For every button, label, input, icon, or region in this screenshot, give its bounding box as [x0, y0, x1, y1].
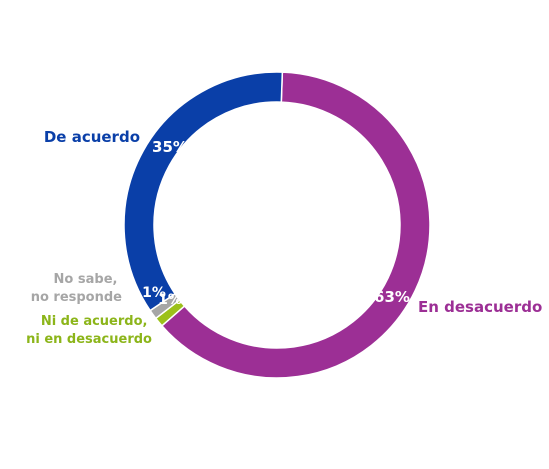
slice-value-ni-de-acuerdo: 1%: [158, 292, 182, 308]
slice-label-en-desacuerdo: En desacuerdo: [418, 298, 542, 316]
slice-label-ni-de-acuerdo: Ni de acuerdo, ni en desacuerdo: [26, 314, 152, 347]
slice-value-no-sabe: 1%: [142, 285, 166, 301]
slice-label-ni-de-acuerdo-line-1: Ni de acuerdo,: [41, 314, 148, 329]
slice-label-no-sabe-line-1: No sabe,: [54, 272, 118, 287]
slice-label-no-sabe: No sabe, no responde: [31, 272, 122, 305]
slice-label-ni-de-acuerdo-line-2: ni en desacuerdo: [26, 332, 152, 347]
slice-value-de-acuerdo: 35%: [152, 138, 188, 156]
donut-slices: [123, 71, 431, 379]
slice-value-en-desacuerdo: 63%: [374, 288, 410, 306]
donut-slice-en-desacuerdo: [160, 71, 431, 379]
donut-slice-de-acuerdo: [123, 71, 284, 312]
slice-label-de-acuerdo: De acuerdo: [44, 128, 140, 146]
slice-label-no-sabe-line-2: no responde: [31, 290, 122, 305]
